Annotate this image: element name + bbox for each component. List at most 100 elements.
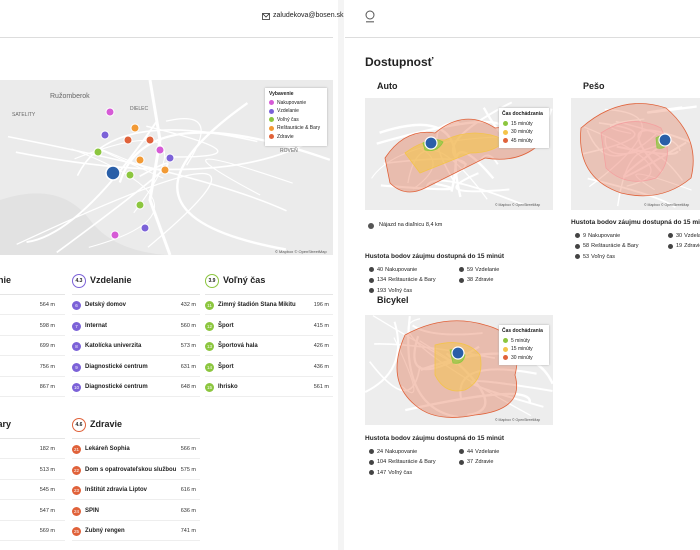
isochrone (434, 342, 482, 392)
density-label: Voľný čas (388, 287, 413, 294)
item-number: 7 (72, 321, 81, 331)
isochrone (600, 121, 668, 182)
road (15, 136, 319, 171)
item-name: Internat (85, 322, 108, 329)
road (479, 154, 499, 165)
density-item: 37 Zdravie (467, 459, 493, 465)
legend-dot (503, 138, 508, 143)
legend-dot (269, 125, 274, 131)
road (165, 117, 202, 166)
map-attribution: © Mapbox © OpenStreetMap (275, 249, 327, 254)
row-line (72, 519, 200, 521)
row-line (72, 458, 200, 459)
legend-dot (503, 121, 508, 126)
density-label: Reštaurácie & Bary (591, 243, 639, 249)
legend-dot (503, 355, 508, 360)
item-distance: 648 m (180, 384, 196, 390)
item-number: 13 (205, 342, 214, 351)
density-label: Reštaurácie & Bary (388, 277, 436, 283)
road (584, 126, 652, 187)
category-icon (459, 267, 464, 272)
road (436, 121, 460, 182)
density-count: 44 (467, 448, 474, 455)
poi-marker (140, 223, 150, 233)
row-line (0, 375, 65, 377)
road (7, 135, 287, 212)
row-line (0, 355, 65, 356)
density-item: 30Vzdelanie (676, 233, 700, 239)
row-line (0, 458, 65, 459)
row-line (72, 314, 200, 315)
density-item: 38 Zdravie (467, 277, 493, 283)
category-icon (369, 470, 374, 475)
density-label: Voľný čas (591, 253, 616, 260)
item-name: Detský domov (85, 302, 127, 308)
row-line (72, 540, 200, 541)
poi-marker (135, 200, 145, 210)
legend-label: Reštaurácie & Bary (277, 125, 321, 131)
section-title: Voľný čas (223, 275, 266, 285)
section-line (72, 294, 200, 295)
main-road (148, 80, 172, 255)
road (604, 136, 663, 155)
item-number: 14 (205, 362, 214, 372)
road (635, 173, 692, 191)
item-distance: 636 m (180, 507, 196, 514)
road (369, 361, 421, 392)
item-distance: 631 m (180, 363, 196, 370)
row-line (0, 499, 65, 500)
legend-label: Voľný čas (277, 116, 299, 123)
density-count: 59 (467, 266, 474, 273)
home-marker (105, 165, 121, 181)
road (118, 131, 331, 183)
road (411, 324, 483, 336)
road (405, 392, 531, 412)
road (16, 172, 213, 248)
legend-label: 30 minúty (511, 354, 533, 361)
logo (365, 10, 375, 23)
home-marker (451, 346, 465, 360)
road (425, 179, 524, 206)
isochrone-legend: Čas dochádzania 15 minúty 30 minúty 45 minú… (499, 108, 549, 148)
item-number: 21 (72, 445, 81, 454)
legend-label: 30 minúty (511, 129, 533, 135)
map-label: ROVEŇ (280, 147, 298, 154)
legend-label: 15 minúty (511, 120, 533, 127)
density-item: 9 Nakupovanie (583, 233, 620, 239)
item-number: 8 (72, 342, 81, 351)
category-icon (459, 449, 464, 454)
legend-label: Nakupovanie (277, 99, 307, 106)
density-count: 37 (467, 459, 474, 465)
item-number: 22 (72, 465, 81, 475)
road (71, 148, 155, 248)
item-distance: 436 m (313, 363, 329, 370)
density-count: 30 (676, 232, 683, 239)
category-icon (369, 459, 374, 465)
row-line (72, 478, 200, 480)
density-label: Zdravie (475, 459, 494, 465)
density-label: Nakupovanie (385, 266, 418, 273)
road (26, 120, 158, 244)
legend-label: Vzdelanie (277, 108, 299, 114)
score-badge: 4.3 (72, 274, 86, 288)
isochrone-legend: Čas dochádzania 5 minúty 15 minúty 30 minút… (499, 325, 549, 365)
category-icon (459, 459, 464, 465)
item-distance: 561 m (313, 384, 329, 390)
item-number: 25 (72, 527, 81, 536)
item-name: Inštitút zdravia Liptov (85, 487, 148, 493)
density-item: 19Zdravie (676, 243, 700, 249)
item-name: SPIN (85, 507, 100, 514)
item-distance: 756 m (39, 363, 55, 370)
row-line (205, 375, 333, 377)
item-distance: 616 m (180, 487, 196, 493)
item-distance: 415 m (313, 322, 329, 329)
poi-marker (165, 153, 175, 163)
poi-marker (105, 107, 115, 117)
density-item: 53 Voľný čas (583, 254, 615, 260)
map-attribution: © Mapbox © OpenStreetMap (495, 418, 541, 422)
item-name: Šport (218, 363, 234, 370)
map-label: DIELEC (130, 106, 148, 112)
density-count: 193 (377, 287, 387, 294)
item-number: 10 (72, 383, 81, 392)
